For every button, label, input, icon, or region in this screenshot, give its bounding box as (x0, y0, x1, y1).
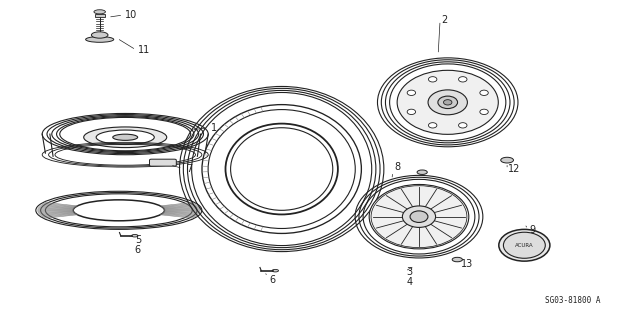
Text: 1: 1 (211, 123, 218, 133)
Text: 9: 9 (529, 225, 536, 235)
Ellipse shape (56, 117, 194, 152)
Ellipse shape (94, 10, 106, 14)
Text: 8: 8 (395, 162, 401, 173)
Ellipse shape (438, 96, 458, 108)
Ellipse shape (86, 37, 114, 42)
Ellipse shape (444, 100, 452, 105)
Text: ACURA: ACURA (515, 243, 534, 248)
Ellipse shape (417, 170, 428, 174)
Text: 2: 2 (442, 15, 447, 25)
Ellipse shape (499, 229, 550, 261)
Ellipse shape (480, 109, 488, 115)
Text: 3: 3 (406, 267, 412, 277)
Ellipse shape (40, 193, 197, 228)
Ellipse shape (397, 70, 499, 134)
Text: 11: 11 (138, 45, 150, 55)
Ellipse shape (410, 211, 428, 222)
Ellipse shape (225, 123, 338, 214)
Ellipse shape (96, 130, 154, 145)
Ellipse shape (272, 269, 278, 272)
Text: 6: 6 (135, 245, 141, 255)
Ellipse shape (459, 77, 467, 82)
Text: 6: 6 (269, 275, 275, 285)
Text: 4: 4 (406, 277, 412, 287)
Text: 5: 5 (135, 235, 141, 246)
Bar (95, 14, 105, 17)
Ellipse shape (230, 128, 333, 210)
Ellipse shape (428, 90, 467, 115)
Text: 7: 7 (186, 164, 192, 174)
Ellipse shape (504, 232, 545, 258)
Ellipse shape (452, 257, 463, 262)
Ellipse shape (480, 90, 488, 95)
Ellipse shape (47, 115, 204, 154)
Ellipse shape (407, 90, 415, 95)
Text: 12: 12 (508, 164, 521, 174)
Ellipse shape (428, 123, 437, 128)
Ellipse shape (36, 191, 202, 229)
Ellipse shape (132, 234, 138, 237)
Text: SG03-81800 A: SG03-81800 A (545, 296, 600, 305)
Ellipse shape (428, 77, 437, 82)
Ellipse shape (459, 123, 467, 128)
Ellipse shape (73, 200, 164, 221)
Ellipse shape (113, 134, 138, 140)
Ellipse shape (500, 157, 513, 163)
Text: 10: 10 (125, 10, 138, 20)
Ellipse shape (42, 114, 208, 155)
Ellipse shape (369, 184, 468, 249)
Ellipse shape (84, 127, 167, 148)
Ellipse shape (92, 32, 108, 38)
Ellipse shape (403, 206, 436, 227)
Ellipse shape (45, 194, 192, 227)
Ellipse shape (407, 109, 415, 115)
Ellipse shape (52, 116, 198, 152)
FancyBboxPatch shape (150, 159, 176, 166)
Text: 13: 13 (461, 259, 473, 269)
Ellipse shape (60, 117, 191, 151)
